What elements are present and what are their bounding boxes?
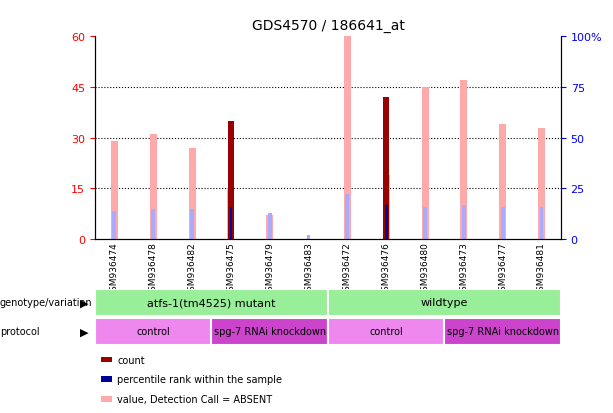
Text: spg-7 RNAi knockdown: spg-7 RNAi knockdown	[214, 326, 326, 337]
Bar	[306, 235, 310, 240]
Text: GSM936481: GSM936481	[537, 242, 546, 297]
Bar	[384, 98, 389, 240]
Bar	[151, 209, 155, 240]
Bar	[346, 195, 349, 240]
Text: GSM936472: GSM936472	[343, 242, 352, 297]
Bar	[113, 211, 116, 240]
Bar	[190, 209, 194, 240]
Bar	[95, 289, 328, 316]
Text: GSM936477: GSM936477	[498, 242, 507, 297]
Bar	[499, 125, 506, 240]
Text: GSM936480: GSM936480	[421, 242, 430, 297]
Text: atfs-1(tm4525) mutant: atfs-1(tm4525) mutant	[147, 297, 276, 308]
Bar	[538, 128, 545, 240]
Text: count: count	[117, 355, 145, 365]
Bar	[189, 148, 196, 240]
Bar	[460, 81, 467, 240]
Text: GSM936473: GSM936473	[459, 242, 468, 297]
Text: genotype/variation: genotype/variation	[0, 297, 93, 308]
Bar	[344, 37, 351, 240]
Bar	[266, 216, 273, 240]
Text: GSM936482: GSM936482	[188, 242, 197, 297]
Text: GSM936476: GSM936476	[382, 242, 390, 297]
Text: control: control	[369, 326, 403, 337]
Text: GSM936475: GSM936475	[226, 242, 235, 297]
Text: GSM936483: GSM936483	[304, 242, 313, 297]
Bar	[111, 142, 118, 240]
Bar	[150, 135, 157, 240]
Bar	[423, 207, 427, 240]
Text: ▶: ▶	[80, 326, 89, 337]
Text: spg-7 RNAi knockdown: spg-7 RNAi knockdown	[447, 326, 558, 337]
Bar	[501, 207, 504, 240]
Bar	[227, 189, 234, 240]
Text: protocol: protocol	[0, 326, 40, 337]
Bar	[228, 121, 234, 240]
Bar	[383, 176, 390, 240]
Bar	[211, 318, 328, 345]
Bar	[539, 207, 543, 240]
Text: GSM936478: GSM936478	[149, 242, 158, 297]
Bar	[422, 88, 428, 240]
Text: value, Detection Call = ABSENT: value, Detection Call = ABSENT	[117, 394, 272, 404]
Bar	[229, 207, 232, 240]
Text: GSM936474: GSM936474	[110, 242, 119, 297]
Bar	[385, 205, 387, 240]
Text: GSM936479: GSM936479	[265, 242, 274, 297]
Text: GDS4570 / 186641_at: GDS4570 / 186641_at	[251, 19, 405, 33]
Bar	[462, 205, 466, 240]
Bar	[328, 289, 561, 316]
Bar	[328, 318, 444, 345]
Bar	[444, 318, 561, 345]
Bar	[95, 318, 211, 345]
Text: ▶: ▶	[80, 297, 89, 308]
Text: control: control	[136, 326, 170, 337]
Bar	[268, 213, 272, 240]
Text: percentile rank within the sample: percentile rank within the sample	[117, 375, 282, 385]
Text: wildtype: wildtype	[421, 297, 468, 308]
